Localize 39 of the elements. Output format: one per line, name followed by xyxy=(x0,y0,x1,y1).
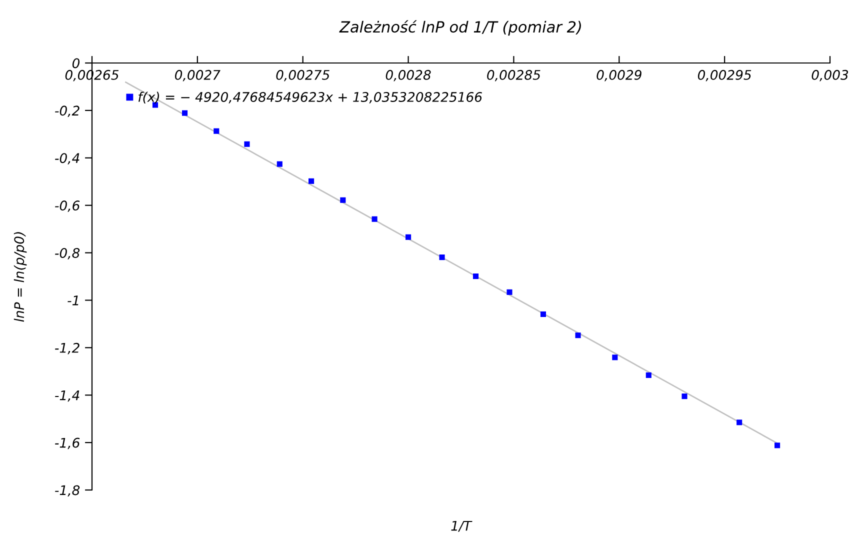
point xyxy=(372,216,378,222)
x-tick-label: 0,00275 xyxy=(276,70,330,82)
x-axis-title: 1/T xyxy=(451,520,472,532)
x-tick-label: 0,003 xyxy=(812,70,848,82)
point xyxy=(308,178,314,184)
y-axis-title: lnP = ln(p/p0) xyxy=(14,232,27,322)
y-tick-label: -0,8 xyxy=(55,248,80,260)
x-tick-label: 0,0027 xyxy=(175,70,220,82)
point xyxy=(472,273,479,280)
point xyxy=(682,394,688,400)
point xyxy=(646,372,652,378)
y-tick-label: -0,6 xyxy=(55,200,80,212)
x-tick-label: 0,0029 xyxy=(596,70,642,82)
point xyxy=(276,161,282,167)
y-tick-label: -1,8 xyxy=(55,485,80,497)
point xyxy=(736,420,742,426)
y-tick-label: -1,4 xyxy=(55,390,80,402)
point xyxy=(575,332,581,338)
y-tick-label: -1,6 xyxy=(55,438,80,450)
y-tick-label: -1,2 xyxy=(55,342,80,354)
point xyxy=(182,110,188,116)
legend-label: f(x) = − 4920,47684549623x + 13,0353208225166 xyxy=(138,92,482,104)
x-tick-label: 0,00295 xyxy=(698,70,752,82)
x-tick-label: 0,00285 xyxy=(487,70,540,82)
point xyxy=(340,197,346,203)
chart-title: Zależność lnP od 1/T (pomiar 2) xyxy=(339,20,581,36)
point xyxy=(406,234,412,240)
point xyxy=(612,354,618,360)
point xyxy=(506,289,512,295)
y-tick-label: -0,2 xyxy=(55,106,80,117)
x-tick-label: 0,0028 xyxy=(386,70,431,82)
y-tick-label: 0 xyxy=(72,58,80,68)
point xyxy=(540,311,546,317)
y-tick-label: -0,4 xyxy=(55,153,80,164)
point xyxy=(774,442,780,448)
point xyxy=(244,141,250,147)
point xyxy=(439,254,445,260)
y-tick-label: -1 xyxy=(68,296,78,306)
point xyxy=(214,128,220,134)
